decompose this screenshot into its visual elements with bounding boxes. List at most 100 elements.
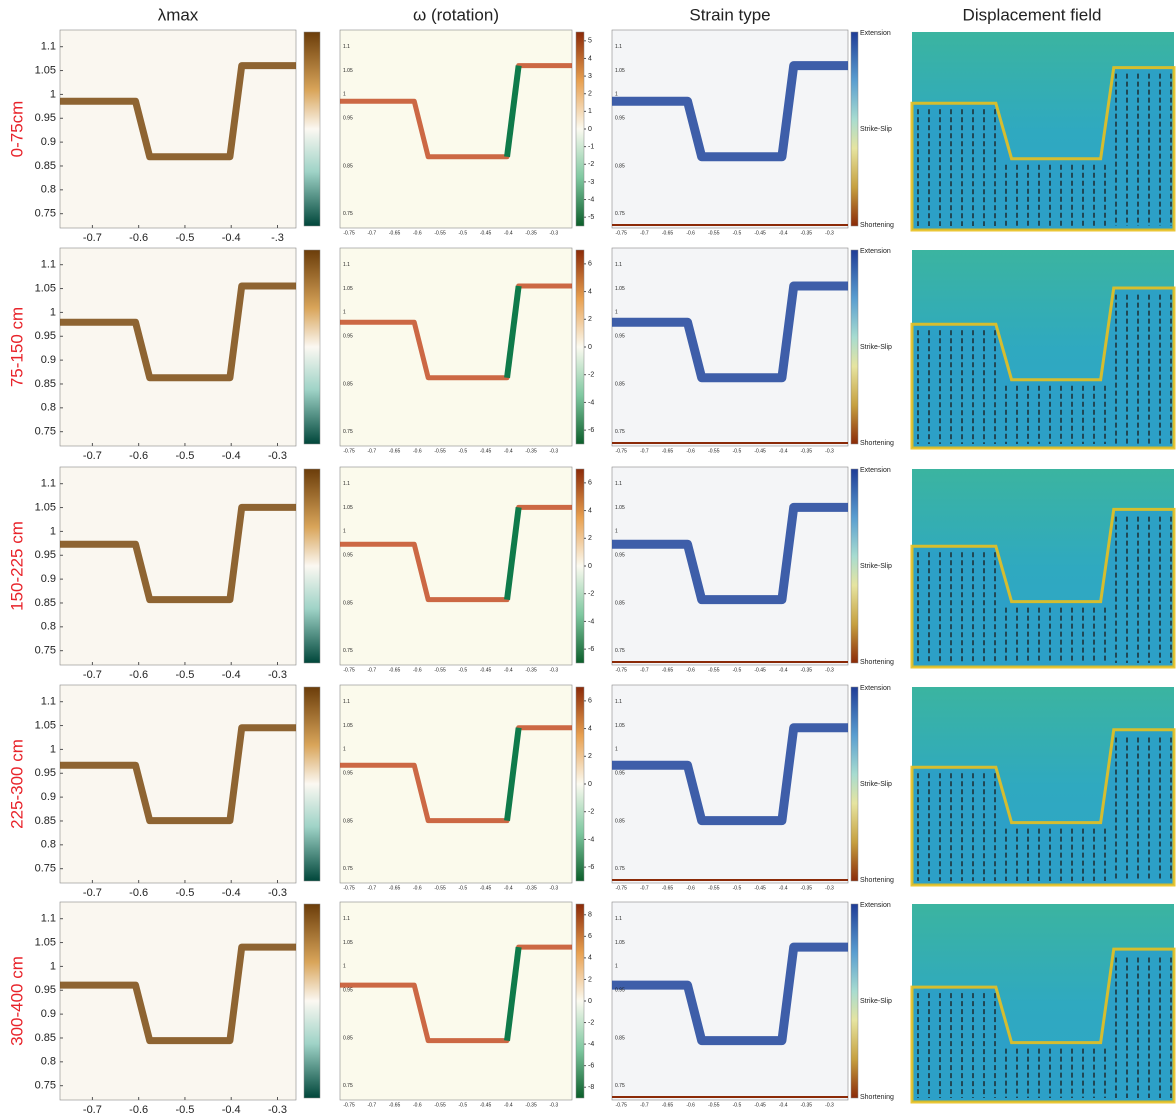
y-tick-label: 0.75 [615, 648, 625, 654]
colorbar-tick-label: 2 [588, 316, 592, 323]
x-tick-label: -0.4 [779, 667, 788, 673]
x-tick-label: -0.5 [733, 230, 742, 236]
row-label: 150-225 cm [7, 521, 26, 611]
colorbar-label: Shortening [860, 1094, 894, 1101]
colorbar [576, 904, 584, 1098]
x-tick-label: -0.5 [175, 1104, 194, 1115]
y-tick-label: 0.95 [343, 334, 353, 340]
colorbar-label: Shortening [860, 659, 894, 666]
colorbar [304, 32, 320, 226]
colorbar-tick-label: -6 [588, 646, 594, 653]
y-tick-label: 0.75 [343, 429, 353, 435]
y-tick-label: 1.05 [343, 723, 353, 729]
row-label: 75-150 cm [7, 307, 26, 387]
x-tick-label: -0.6 [413, 448, 422, 454]
y-tick-label: 0.9 [41, 1008, 56, 1020]
x-tick-label: -.3 [271, 232, 284, 244]
heatmap [340, 467, 572, 665]
colorbar [851, 32, 858, 226]
colorbar-tick-label: 6 [588, 261, 592, 268]
heatmap [612, 902, 848, 1100]
x-tick-label: -0.3 [549, 667, 558, 673]
x-tick-label: -0.6 [686, 230, 695, 236]
heatmap [340, 248, 572, 446]
y-tick-label: 1.05 [35, 719, 56, 731]
colorbar-label: Shortening [860, 222, 894, 229]
column-header: Displacement field [963, 5, 1102, 24]
colorbar-tick-label: -2 [588, 161, 594, 168]
heatmap [340, 30, 572, 228]
x-tick-label: -0.3 [825, 448, 834, 454]
x-tick-label: -0.55 [708, 667, 720, 673]
colorbar [851, 469, 858, 663]
y-tick-label: 1.05 [615, 68, 625, 74]
y-tick-label: 1.1 [41, 913, 56, 925]
y-tick-label: 1.05 [35, 501, 56, 513]
row-label: 300-400 cm [7, 956, 26, 1046]
x-tick-label: -0.4 [222, 450, 241, 462]
colorbar [576, 32, 584, 226]
row-label: 0-75cm [7, 101, 26, 158]
x-tick-label: -0.35 [801, 230, 813, 236]
x-tick-label: -0.55 [434, 1102, 446, 1108]
y-tick-label: 0.95 [35, 767, 56, 779]
x-tick-label: -0.5 [175, 669, 194, 681]
x-tick-label: -0.5 [459, 1102, 468, 1108]
x-tick-label: -0.45 [480, 230, 492, 236]
y-tick-label: 0.85 [615, 1035, 625, 1041]
x-tick-label: -0.35 [525, 230, 537, 236]
x-tick-label: -0.3 [825, 1102, 834, 1108]
x-tick-label: -0.35 [525, 667, 537, 673]
y-tick-label: 0.75 [343, 1083, 353, 1089]
colorbar-tick-label: 1 [588, 108, 592, 115]
colorbar-tick-label: -4 [588, 1041, 594, 1048]
x-tick-label: -0.5 [733, 1102, 742, 1108]
y-tick-label: 0.85 [615, 818, 625, 824]
heatmap [60, 30, 296, 228]
colorbar [576, 687, 584, 881]
colorbar-label: Shortening [860, 440, 894, 447]
colorbar-label: Strike-Slip [860, 126, 892, 133]
colorbar-label: Extension [860, 902, 891, 909]
y-tick-label: 1 [343, 747, 346, 753]
colorbar-tick-label: -6 [588, 1063, 594, 1070]
colorbar-tick-label: 2 [588, 976, 592, 983]
x-tick-label: -0.4 [779, 885, 788, 891]
y-tick-label: 1.1 [41, 696, 56, 708]
x-tick-label: -0.3 [549, 448, 558, 454]
x-tick-label: -0.75 [616, 667, 628, 673]
y-tick-label: 1 [615, 964, 618, 970]
x-tick-label: -0.7 [368, 230, 377, 236]
y-tick-label: 1 [615, 310, 618, 316]
colorbar-label: Strike-Slip [860, 563, 892, 570]
x-tick-label: -0.35 [525, 885, 537, 891]
x-tick-label: -0.5 [733, 667, 742, 673]
colorbar-tick-label: 2 [588, 535, 592, 542]
x-tick-label: -0.4 [779, 448, 788, 454]
y-tick-label: 0.75 [35, 863, 56, 875]
x-tick-label: -0.75 [343, 667, 355, 673]
y-tick-label: 1 [615, 747, 618, 753]
x-tick-label: -0.4 [779, 230, 788, 236]
y-tick-label: 1 [615, 529, 618, 535]
x-tick-label: -0.45 [754, 448, 766, 454]
x-tick-label: -0.7 [640, 667, 649, 673]
colorbar-tick-label: 0 [588, 126, 592, 133]
x-tick-label: -0.7 [640, 885, 649, 891]
row-label: 225-300 cm [7, 739, 26, 829]
colorbar-tick-label: 4 [588, 955, 592, 962]
y-tick-label: 0.75 [615, 211, 625, 217]
x-tick-label: -0.6 [686, 1102, 695, 1108]
y-tick-label: 1.05 [35, 936, 56, 948]
y-tick-label: 1.05 [35, 64, 56, 76]
x-tick-label: -0.4 [504, 448, 513, 454]
x-tick-label: -0.65 [662, 230, 674, 236]
colorbar [576, 469, 584, 663]
x-tick-label: -0.6 [686, 448, 695, 454]
x-tick-label: -0.65 [662, 448, 674, 454]
x-tick-label: -0.3 [825, 885, 834, 891]
colorbar-tick-label: 2 [588, 91, 592, 98]
colorbar-tick-label: 0 [588, 998, 592, 1005]
y-tick-label: 1 [50, 306, 56, 318]
x-tick-label: -0.6 [686, 667, 695, 673]
